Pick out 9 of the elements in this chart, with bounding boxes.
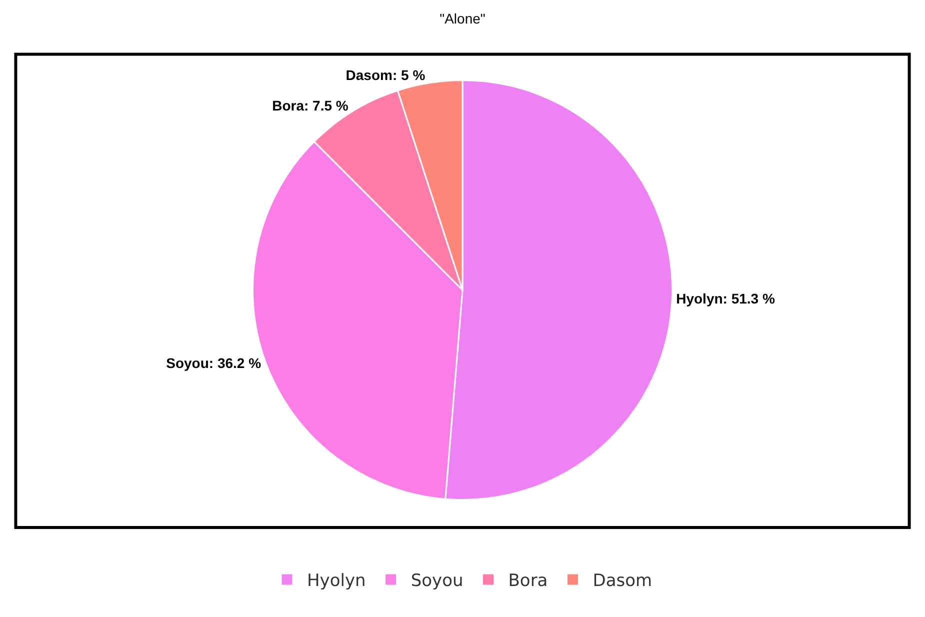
chart-title: "Alone" (440, 10, 486, 26)
data-label: Hyolyn: 51.3 % (676, 290, 776, 307)
legend-label: Bora (508, 571, 548, 592)
data-label: Bora: 7.5 % (272, 97, 349, 114)
legend-label: Dasom (592, 571, 652, 592)
data-label: Soyou: 36.2 % (166, 355, 262, 372)
legend-label: Soyou (410, 571, 464, 592)
legend-label: Hyolyn (307, 571, 366, 592)
data-label: Dasom: 5 % (346, 66, 426, 83)
